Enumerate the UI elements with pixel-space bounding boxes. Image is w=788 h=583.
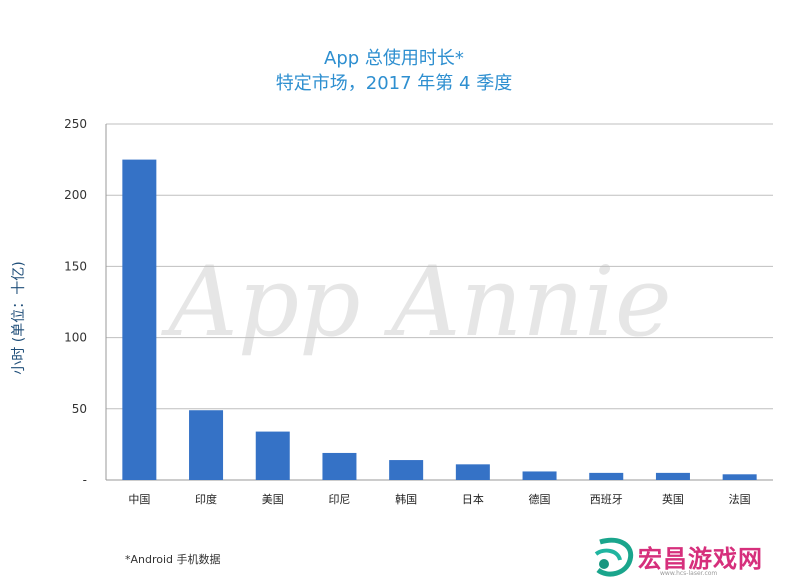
bar — [455, 464, 490, 480]
brand-logo-icon — [594, 537, 634, 577]
bar — [522, 471, 557, 480]
x-category-label: 印度 — [195, 492, 217, 506]
y-tick-label: 50 — [72, 402, 87, 416]
x-category-label: 中国 — [128, 493, 150, 506]
bar — [589, 472, 624, 480]
bar — [189, 410, 224, 480]
bar — [255, 431, 290, 480]
bar — [322, 452, 357, 480]
brand-name: 宏昌游戏网 — [638, 545, 763, 573]
footnote: *Android 手机数据 — [125, 553, 221, 566]
bar — [122, 159, 157, 480]
x-axis-categories: 中国 印度 美国 印尼 韩国 日本 德国 西班牙 英国 法国 — [128, 492, 750, 506]
bars — [122, 159, 757, 480]
x-category-label: 西班牙 — [590, 493, 623, 506]
bar — [655, 472, 690, 480]
brand-watermark: 宏昌游戏网 www.hcs-laser.com — [590, 534, 788, 583]
x-category-label: 法国 — [729, 492, 751, 506]
y-axis-label: 小时 (单位：十亿) — [11, 261, 27, 374]
x-category-label: 德国 — [529, 492, 551, 506]
chart-title-line-2: 特定市场，2017 年第 4 季度 — [275, 73, 513, 94]
y-tick-label: - — [83, 473, 87, 487]
watermark-text: App Annie — [160, 246, 671, 358]
x-category-label: 美国 — [262, 493, 284, 506]
y-tick-label: 250 — [64, 117, 87, 131]
x-category-label: 日本 — [462, 492, 484, 506]
y-tick-label: 100 — [64, 331, 87, 345]
x-category-label: 韩国 — [395, 492, 417, 506]
brand-url: www.hcs-laser.com — [660, 570, 718, 577]
y-axis-ticks: - 50 100 150 200 250 — [64, 117, 87, 487]
x-category-label: 英国 — [662, 492, 684, 506]
chart-title: App 总使用时长* 特定市场，2017 年第 4 季度 — [0, 46, 788, 96]
x-category-label: 印尼 — [328, 493, 350, 506]
chart-title-line-1: App 总使用时长* — [324, 48, 464, 69]
y-tick-label: 200 — [64, 188, 87, 202]
watermark: App Annie — [160, 246, 671, 358]
bar — [389, 460, 424, 480]
bar — [722, 474, 757, 480]
y-tick-label: 150 — [64, 259, 87, 273]
